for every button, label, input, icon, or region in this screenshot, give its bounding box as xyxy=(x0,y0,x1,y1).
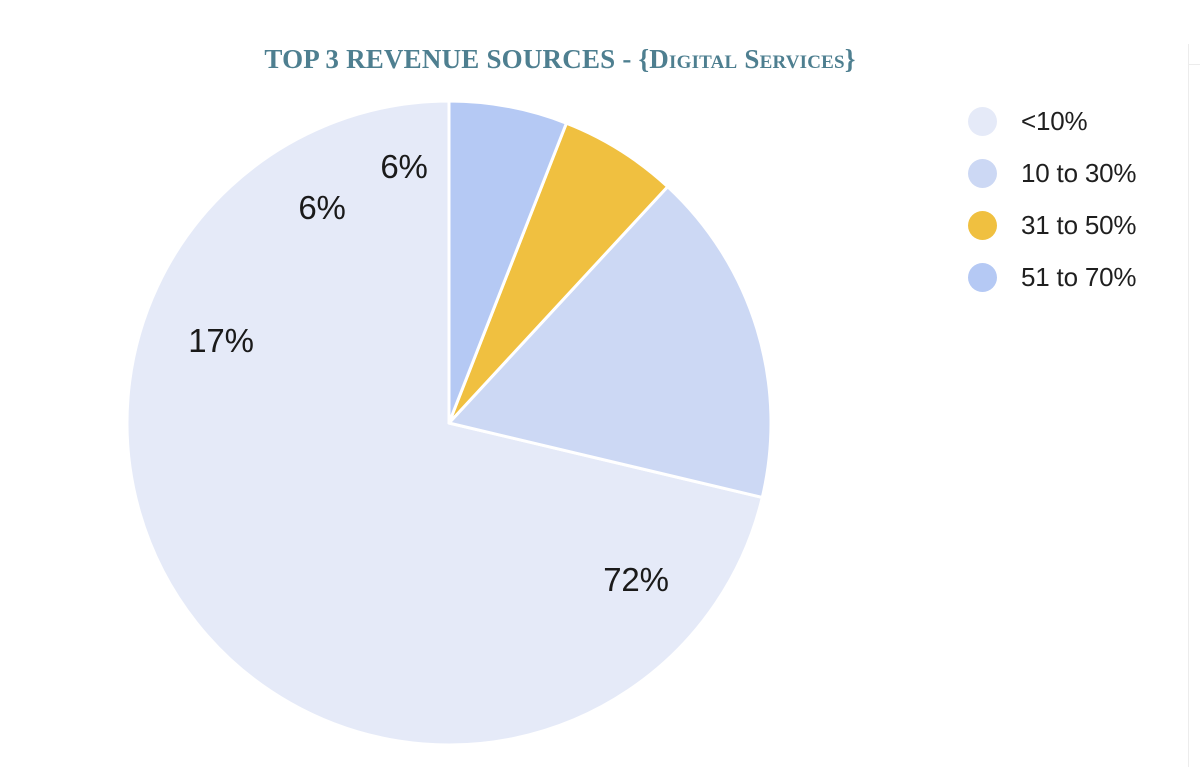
pie-slice--10-[interactable] xyxy=(125,99,764,747)
legend-item-label: 51 to 70% xyxy=(1021,261,1137,292)
slice-label-51-to-70: 6% xyxy=(380,148,428,185)
slice-label-10-to-30: 17% xyxy=(188,322,254,359)
legend-item-label: 31 to 50% xyxy=(1021,209,1137,240)
legend-item-label: 10 to 30% xyxy=(1021,157,1137,188)
legend-item-2[interactable]: 31 to 50% xyxy=(968,199,1183,251)
legend-swatch-icon xyxy=(968,210,997,240)
pie-slices-group xyxy=(125,99,773,747)
legend-swatch-icon xyxy=(968,158,997,188)
chart-legend: <10% 10 to 30% 31 to 50% 51 to 70% xyxy=(968,95,1183,303)
legend-item-1[interactable]: 10 to 30% xyxy=(968,147,1183,199)
slice-label-lt10: 72% xyxy=(603,561,669,598)
slice-label-31-to-50: 6% xyxy=(298,189,346,226)
panel-tick xyxy=(1189,64,1200,65)
pie-slice-10-to-30-[interactable] xyxy=(447,185,773,499)
legend-item-0[interactable]: <10% xyxy=(968,95,1183,147)
pie-slice-31-to-50-[interactable] xyxy=(447,121,670,425)
legend-item-label: <10% xyxy=(1021,105,1088,136)
pie-slice-51-to-70-[interactable] xyxy=(447,99,568,425)
legend-swatch-icon xyxy=(968,262,997,292)
legend-item-3[interactable]: 51 to 70% xyxy=(968,251,1183,303)
panel-divider xyxy=(1188,44,1189,767)
chart-title: TOP 3 REVENUE SOURCES - {Digital Service… xyxy=(264,44,856,74)
legend-swatch-icon xyxy=(968,106,997,136)
pie-plot-area: 72% 17% 6% 6% xyxy=(125,99,773,747)
pie-svg xyxy=(125,99,773,747)
